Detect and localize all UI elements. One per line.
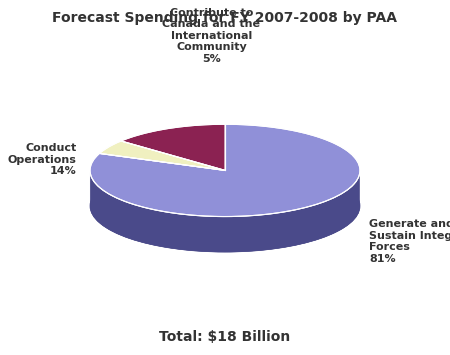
Polygon shape — [121, 124, 225, 170]
Text: Forecast Spending for FY 2007-2008 by PAA: Forecast Spending for FY 2007-2008 by PA… — [53, 11, 397, 24]
Polygon shape — [90, 124, 360, 217]
Ellipse shape — [90, 124, 360, 217]
Text: Conduct
Operations
14%: Conduct Operations 14% — [8, 143, 77, 176]
Text: Total: $18 Billion: Total: $18 Billion — [159, 330, 291, 344]
Ellipse shape — [90, 160, 360, 252]
Text: Contribute to
Canada and the
International
Community
5%: Contribute to Canada and the Internation… — [162, 7, 261, 64]
Polygon shape — [99, 141, 225, 170]
Text: Generate and
Sustain Integrated
Forces
81%: Generate and Sustain Integrated Forces 8… — [369, 219, 450, 264]
Polygon shape — [90, 173, 360, 252]
